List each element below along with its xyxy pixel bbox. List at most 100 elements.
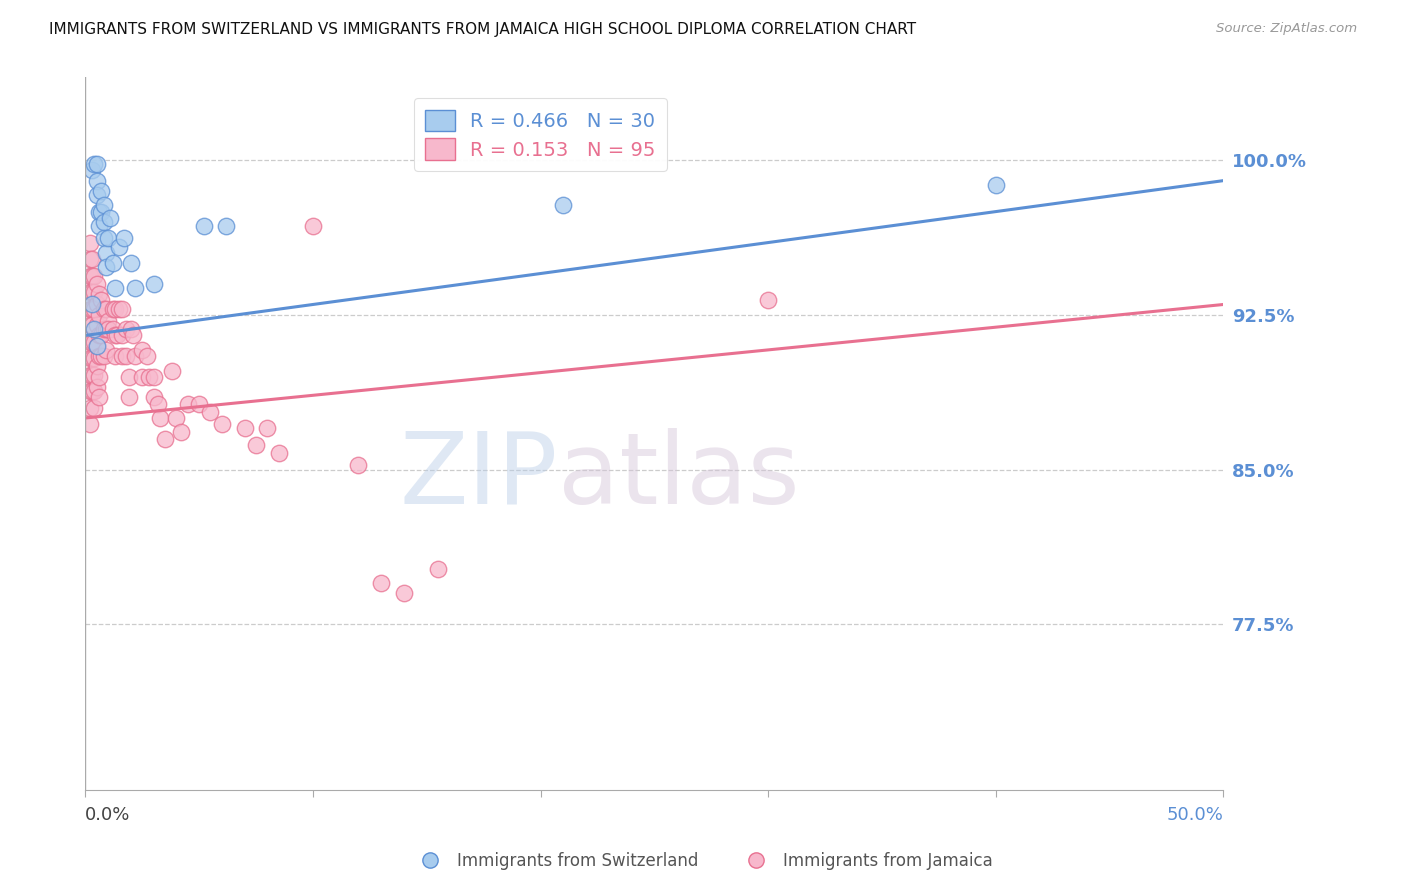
Point <box>370 576 392 591</box>
Point <box>165 411 187 425</box>
Point <box>553 198 575 212</box>
Point <box>131 369 153 384</box>
Point <box>86 188 108 202</box>
Text: atlas: atlas <box>558 428 799 524</box>
Point <box>93 301 115 316</box>
Point <box>83 384 105 399</box>
Point <box>112 231 135 245</box>
Point <box>87 349 110 363</box>
Point <box>108 301 131 316</box>
Text: 50.0%: 50.0% <box>1167 806 1223 824</box>
Point <box>117 390 139 404</box>
Point <box>94 260 117 275</box>
Point <box>124 349 146 363</box>
Point <box>142 369 165 384</box>
Point <box>267 446 290 460</box>
Point <box>120 256 142 270</box>
Point <box>87 328 110 343</box>
Point <box>131 343 153 357</box>
Point <box>302 219 325 233</box>
Point <box>93 349 115 363</box>
Point <box>79 252 101 266</box>
Point <box>82 163 104 178</box>
Point <box>160 363 183 377</box>
Point <box>83 401 105 415</box>
Point <box>86 174 108 188</box>
Point <box>142 277 165 291</box>
Point <box>97 231 120 245</box>
Point <box>115 349 138 363</box>
Text: 0.0%: 0.0% <box>86 806 131 824</box>
Point <box>104 349 127 363</box>
Point <box>392 586 415 600</box>
Point <box>82 268 104 283</box>
Point <box>984 178 1007 192</box>
Point <box>86 297 108 311</box>
Point <box>111 349 134 363</box>
Point <box>135 349 157 363</box>
Point <box>87 287 110 301</box>
Point <box>79 384 101 399</box>
Point <box>94 343 117 357</box>
Point <box>82 368 104 382</box>
Point <box>111 328 134 343</box>
Point <box>97 314 120 328</box>
Point <box>347 458 370 473</box>
Point <box>117 369 139 384</box>
Point <box>104 328 127 343</box>
Point <box>83 351 105 366</box>
Point <box>87 390 110 404</box>
Point <box>233 421 256 435</box>
Legend: R = 0.466   N = 30, R = 0.153   N = 95: R = 0.466 N = 30, R = 0.153 N = 95 <box>413 98 668 171</box>
Point <box>87 219 110 233</box>
Point <box>83 368 105 382</box>
Point <box>94 322 117 336</box>
Point <box>86 339 108 353</box>
Point <box>79 401 101 415</box>
Point <box>79 351 101 366</box>
Point <box>83 322 105 336</box>
Point <box>82 334 104 349</box>
Point <box>101 256 124 270</box>
Point <box>98 211 121 225</box>
Point <box>83 334 105 349</box>
Point <box>245 438 267 452</box>
Point <box>756 293 779 308</box>
Point <box>83 157 105 171</box>
Point <box>90 204 112 219</box>
Point <box>83 268 105 283</box>
Text: Source: ZipAtlas.com: Source: ZipAtlas.com <box>1216 22 1357 36</box>
Point <box>79 334 101 349</box>
Point <box>170 425 193 440</box>
Point <box>79 235 101 250</box>
Point <box>427 562 450 576</box>
Point <box>86 359 108 374</box>
Point <box>105 328 128 343</box>
Point <box>86 157 108 171</box>
Point <box>79 285 101 299</box>
Point <box>146 396 169 410</box>
Point <box>104 281 127 295</box>
Legend: Immigrants from Switzerland, Immigrants from Jamaica: Immigrants from Switzerland, Immigrants … <box>406 846 1000 877</box>
Point <box>82 301 104 316</box>
Point <box>79 268 101 283</box>
Text: IMMIGRANTS FROM SWITZERLAND VS IMMIGRANTS FROM JAMAICA HIGH SCHOOL DIPLOMA CORRE: IMMIGRANTS FROM SWITZERLAND VS IMMIGRANT… <box>49 22 917 37</box>
Point <box>193 219 215 233</box>
Point <box>115 322 138 336</box>
Point <box>83 285 105 299</box>
Point <box>97 322 120 336</box>
Point <box>94 301 117 316</box>
Point <box>86 339 108 353</box>
Point <box>124 281 146 295</box>
Point <box>79 301 101 316</box>
Point <box>90 293 112 308</box>
Point <box>93 322 115 336</box>
Point <box>87 204 110 219</box>
Point <box>87 369 110 384</box>
Point <box>153 432 176 446</box>
Point <box>122 328 145 343</box>
Point <box>211 417 233 432</box>
Point <box>120 322 142 336</box>
Point <box>138 369 160 384</box>
Point <box>93 198 115 212</box>
